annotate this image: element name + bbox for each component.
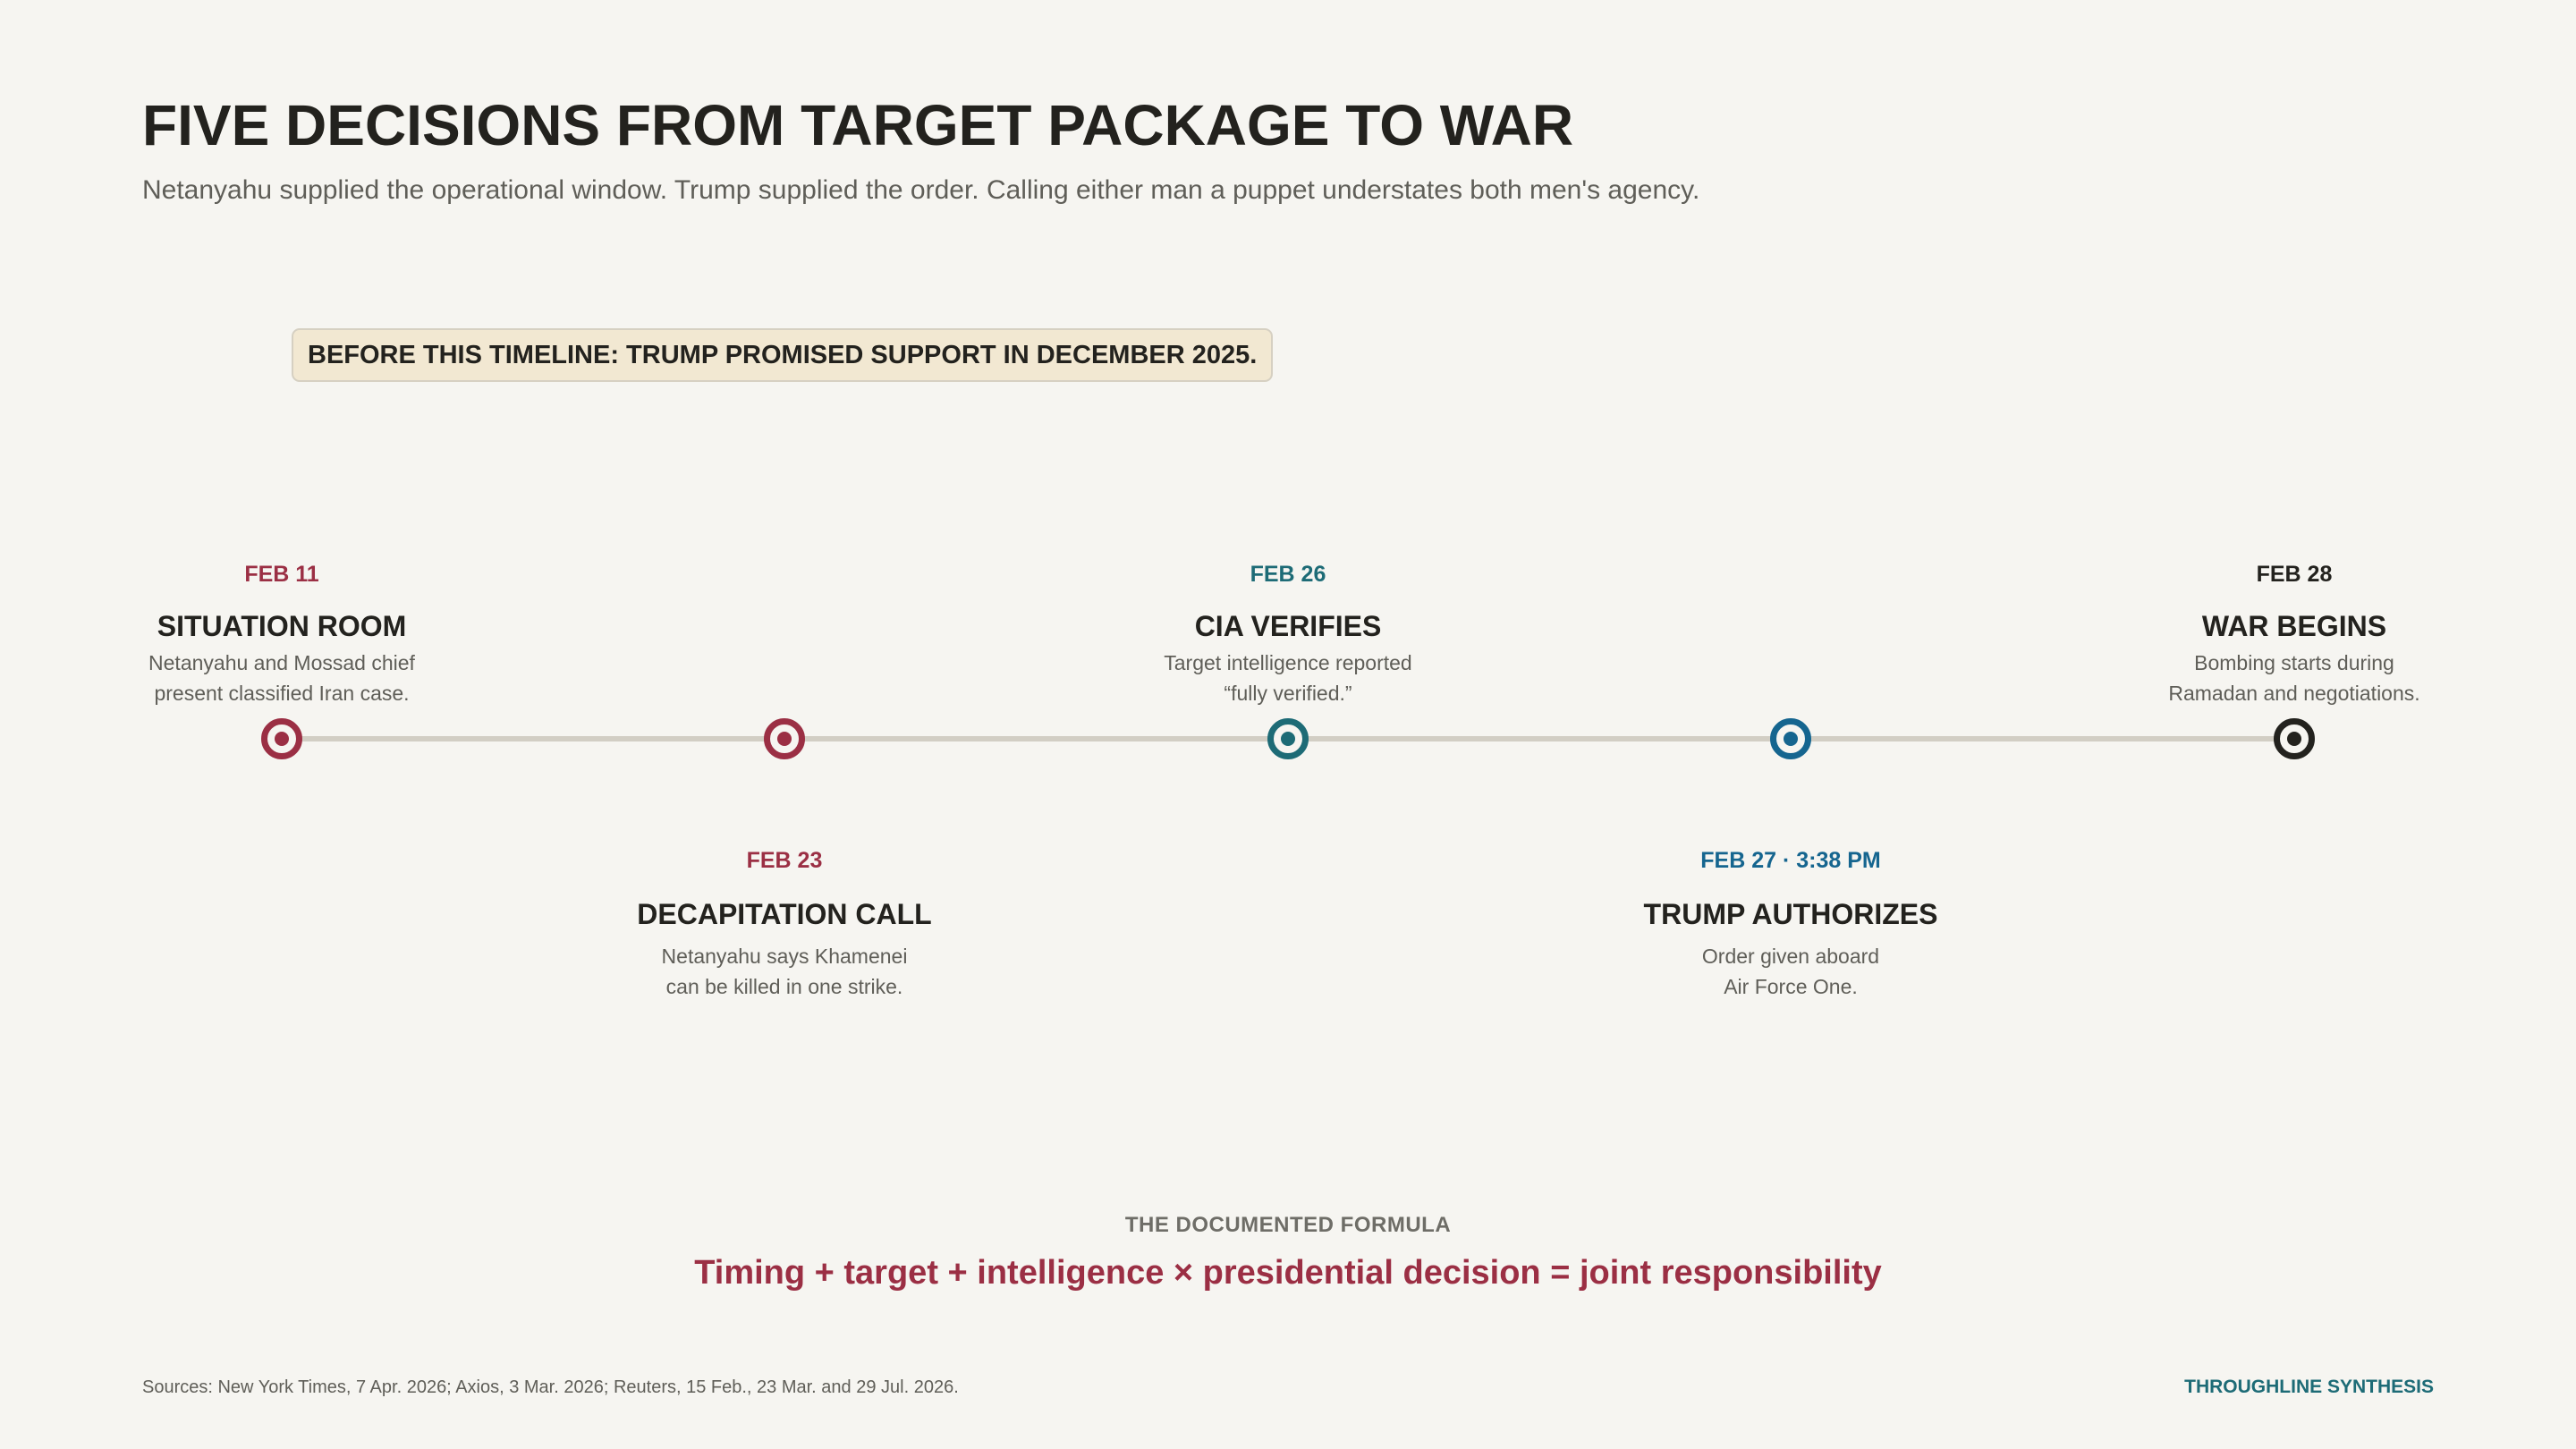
event-description: Netanyahu and Mossad chief present classi… xyxy=(148,651,415,705)
event-trump-authorizes: FEB 27 · 3:38 PM TRUMP AUTHORIZES Order … xyxy=(1603,848,1979,1009)
formula-text: Timing + target + intelligence × preside… xyxy=(694,1254,1882,1292)
timeline-marker-feb-28 xyxy=(2274,718,2315,759)
event-decapitation-call: FEB 23 DECAPITATION CALL Netanyahu says … xyxy=(597,848,972,1009)
sources-note: Sources: New York Times, 7 Apr. 2026; Ax… xyxy=(142,1377,959,1397)
event-situation-room: FEB 11 SITUATION ROOM Netanyahu and Moss… xyxy=(94,562,470,714)
event-war-begins: FEB 28 WAR BEGINS Bombing starts during R… xyxy=(2106,562,2482,714)
event-description: Order given aboard Air Force One. xyxy=(1701,945,1880,998)
event-date: FEB 28 xyxy=(2256,562,2333,587)
event-description: Netanyahu says Khamenei can be killed in … xyxy=(661,945,908,998)
event-title: DECAPITATION CALL xyxy=(637,898,932,930)
timeline-marker-feb-11 xyxy=(261,718,302,759)
brand-label: THROUGHLINE SYNTHESIS xyxy=(2184,1377,2434,1397)
event-date: FEB 26 xyxy=(1250,562,1326,587)
timeline-marker-feb-27 xyxy=(1770,718,1811,759)
event-cia-verifies: FEB 26 CIA VERIFIES Target intelligence … xyxy=(1100,562,1476,714)
event-title: SITUATION ROOM xyxy=(157,610,407,642)
timeline-marker-feb-26 xyxy=(1267,718,1309,759)
page-subtitle: Netanyahu supplied the operational windo… xyxy=(142,175,1700,205)
event-title: CIA VERIFIES xyxy=(1194,610,1382,642)
event-title: WAR BEGINS xyxy=(2201,610,2387,642)
context-callout: BEFORE THIS TIMELINE: TRUMP PROMISED SUP… xyxy=(292,328,1274,382)
event-description: Bombing starts during Ramadan and negotia… xyxy=(2168,651,2420,705)
event-date: FEB 11 xyxy=(244,562,319,587)
formula-label: THE DOCUMENTED FORMULA xyxy=(1124,1213,1452,1237)
event-description: Target intelligence reported “fully verif… xyxy=(1164,651,1412,705)
event-title: TRUMP AUTHORIZES xyxy=(1643,898,1938,930)
page-title: FIVE DECISIONS FROM TARGET PACKAGE TO WA… xyxy=(142,93,1574,157)
event-date: FEB 23 xyxy=(746,848,823,873)
event-date: FEB 27 · 3:38 PM xyxy=(1700,848,1881,873)
timeline-marker-feb-23 xyxy=(764,718,805,759)
